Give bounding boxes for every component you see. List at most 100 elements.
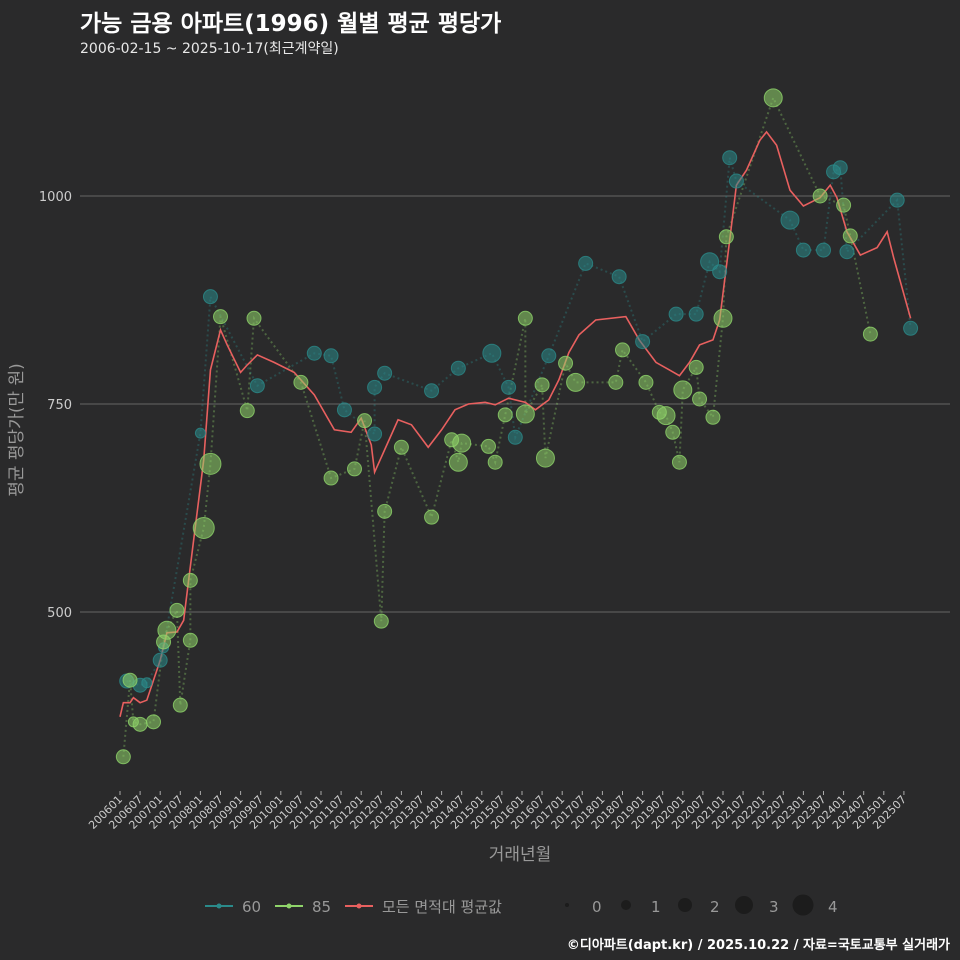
footer-credit: ©디아파트(dapt.kr) / 2025.10.22 / 자료=국토교통부 실… <box>566 938 950 953</box>
data-point-85 <box>515 404 535 424</box>
data-point-85 <box>157 620 177 640</box>
data-point-60 <box>816 242 831 258</box>
data-point-60 <box>152 652 168 668</box>
chart-title: 가능 금용 아파트(1996) 월별 평균 평당가 <box>80 11 502 37</box>
data-point-85 <box>182 632 198 648</box>
data-point-85 <box>122 672 138 688</box>
data-point-85 <box>357 413 373 429</box>
legend-size-marker <box>735 896 753 914</box>
data-point-85 <box>566 372 586 392</box>
x-axis-label: 거래년월 <box>489 845 552 865</box>
data-point-85 <box>424 509 440 525</box>
data-point-60 <box>336 402 352 418</box>
data-point-85 <box>347 461 362 477</box>
data-point-85 <box>535 448 555 468</box>
data-point-85 <box>169 602 185 618</box>
legend-size-label: 0 <box>592 898 602 916</box>
data-point-85 <box>673 380 693 400</box>
legend-label: 85 <box>312 898 331 916</box>
data-point-85 <box>842 228 858 244</box>
data-point-60 <box>450 360 466 376</box>
y-tick-label: 500 <box>47 606 72 621</box>
data-point-60 <box>839 244 855 260</box>
data-point-85 <box>517 310 533 326</box>
data-point-85 <box>377 503 393 519</box>
chart-subtitle: 2006-02-15 ~ 2025-10-17(최근계약일) <box>80 41 339 57</box>
data-point-85 <box>487 454 503 470</box>
data-point-85 <box>199 452 222 475</box>
y-tick-label: 750 <box>47 398 72 413</box>
legend-size-marker <box>621 900 631 910</box>
data-point-85 <box>146 714 161 730</box>
data-point-60 <box>141 677 153 689</box>
data-point-60 <box>367 379 383 395</box>
legend-size-marker <box>565 903 569 907</box>
data-point-60 <box>424 383 440 399</box>
data-point-60 <box>712 264 728 280</box>
data-point-60 <box>323 348 339 364</box>
data-point-60 <box>700 252 720 272</box>
data-point-85 <box>558 355 574 371</box>
data-point-85 <box>239 403 255 419</box>
legend-size-marker <box>678 898 692 912</box>
data-point-85 <box>192 516 215 539</box>
data-point-85 <box>836 197 852 213</box>
data-point-85 <box>718 229 734 245</box>
data-point-60 <box>795 242 811 258</box>
data-point-60 <box>688 306 704 322</box>
legend-label: 모든 면적대 평균값 <box>382 898 502 916</box>
legend-size-label: 3 <box>769 898 779 916</box>
series-line-60 <box>126 157 912 687</box>
average-line <box>119 130 912 718</box>
data-point-60 <box>306 345 322 361</box>
legend-marker <box>286 903 292 909</box>
data-point-60 <box>501 379 517 395</box>
data-point-85 <box>638 374 654 390</box>
data-point-60 <box>611 269 627 285</box>
y-tick-label: 1000 <box>39 190 72 205</box>
data-point-60 <box>202 289 218 305</box>
data-point-60 <box>578 255 594 271</box>
data-point-85 <box>115 749 131 765</box>
data-point-85 <box>246 310 262 326</box>
legend-label: 60 <box>242 898 261 916</box>
data-point-85 <box>132 716 148 732</box>
data-point-85 <box>481 438 496 454</box>
data-point-60 <box>377 365 393 381</box>
data-point-85 <box>534 377 550 393</box>
data-point-60 <box>507 429 523 445</box>
legend-size-label: 4 <box>828 898 838 916</box>
data-point-85 <box>763 88 783 108</box>
data-point-85 <box>862 326 878 342</box>
data-point-85 <box>671 454 687 470</box>
data-point-85 <box>688 359 704 375</box>
data-point-85 <box>452 433 472 453</box>
data-point-85 <box>213 309 228 325</box>
data-point-60 <box>482 343 502 363</box>
data-point-85 <box>713 308 733 328</box>
data-point-85 <box>656 406 676 426</box>
data-point-85 <box>448 452 468 472</box>
data-point-85 <box>665 424 681 440</box>
data-point-85 <box>393 439 409 455</box>
data-point-60 <box>668 306 684 322</box>
legend-size-label: 1 <box>651 898 661 916</box>
data-point-85 <box>373 613 389 629</box>
legend-marker <box>356 903 362 909</box>
data-point-85 <box>692 391 708 407</box>
data-point-85 <box>182 572 198 588</box>
legend-size-marker <box>792 894 814 916</box>
data-point-85 <box>615 342 630 358</box>
legend-marker <box>216 903 222 909</box>
data-point-85 <box>172 697 188 713</box>
data-point-85 <box>293 374 309 390</box>
data-point-60 <box>249 378 265 394</box>
data-point-85 <box>812 188 828 204</box>
data-point-60 <box>780 210 800 230</box>
data-point-60 <box>832 160 848 176</box>
data-point-85 <box>608 374 624 390</box>
y-axis-label: 평균 평당가(만 원) <box>7 363 27 497</box>
data-point-60 <box>541 348 557 364</box>
data-point-60 <box>728 173 744 189</box>
